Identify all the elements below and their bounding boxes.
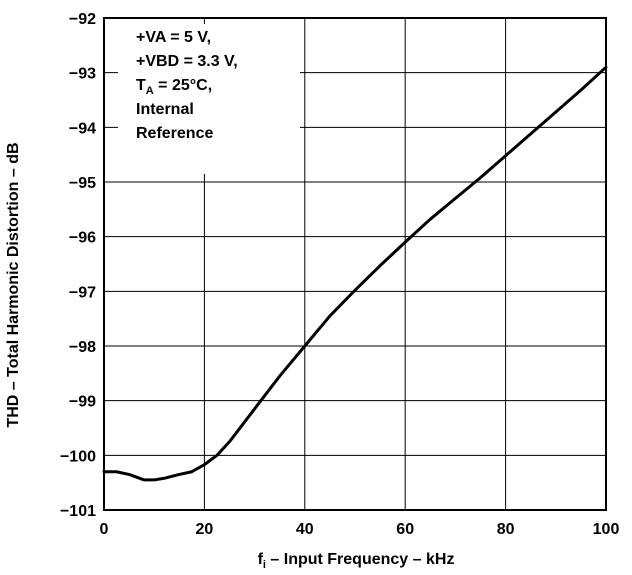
y-tick-label: −97 xyxy=(69,284,96,301)
y-tick-label: −99 xyxy=(69,394,96,411)
x-axis-title-subscript: i xyxy=(263,559,266,571)
x-tick-label: 20 xyxy=(196,521,214,538)
condition-line: TA = 25°C, xyxy=(136,77,212,97)
x-tick-label: 100 xyxy=(593,521,620,538)
thd-series-line xyxy=(102,65,608,482)
condition-line: +VBD = 3.3 V, xyxy=(136,53,238,70)
conditions-legend: +VA = 5 V, +VBD = 3.3 V, TA = 25°C, Interna… xyxy=(136,29,238,142)
condition-line: +VA = 5 V, xyxy=(136,29,211,46)
y-axis-title: THD – Total Harmonic Distortion – dB xyxy=(5,142,22,427)
y-tick-label: −93 xyxy=(69,66,96,83)
conditions-box xyxy=(118,24,300,174)
y-tick-label: −94 xyxy=(69,120,96,137)
y-tick-label: −101 xyxy=(60,503,96,520)
x-tick-label: 40 xyxy=(296,521,314,538)
x-axis-title: fi – Input Frequency – kHz xyxy=(258,551,455,571)
y-tick-label: −100 xyxy=(60,448,96,465)
y-tick-label: −95 xyxy=(69,175,96,192)
condition-line: Reference xyxy=(136,125,213,142)
plot-frame xyxy=(103,17,607,511)
x-tick-label: 60 xyxy=(396,521,414,538)
tick-labels: 0 20 40 60 80 100 −92 −93 −94 −95 −96 −97 −98 −99 −100… xyxy=(60,11,619,538)
x-axis-title-main: f xyxy=(258,551,264,568)
x-tick-label: 80 xyxy=(497,521,515,538)
y-tick-label: −96 xyxy=(69,230,96,247)
condition-line: Internal xyxy=(136,101,194,118)
x-tick-label: 0 xyxy=(100,521,109,538)
y-tick-label: −98 xyxy=(69,339,96,356)
y-tick-label: −92 xyxy=(69,11,96,28)
x-axis-title-rest: – Input Frequency – kHz xyxy=(266,551,454,568)
